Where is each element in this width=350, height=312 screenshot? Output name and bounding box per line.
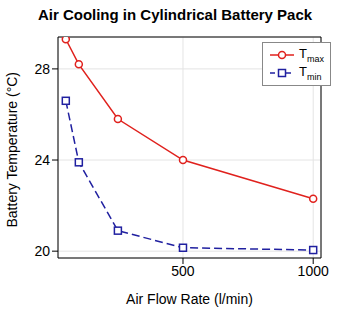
svg-text:Battery Temperature (°C): Battery Temperature (°C) — [8, 72, 20, 228]
html-text:Air Cooling in Cylindrical Bat: Air Cooling in Cylindrical Battery Pack — [37, 6, 313, 23]
html-text:Tmax: Tmax — [299, 46, 324, 64]
html-text:Tmin: Tmin — [299, 64, 322, 82]
svg-text:20: 20 — [34, 243, 50, 259]
svg-text:Air Flow Rate (l/min): Air Flow Rate (l/min) — [126, 291, 253, 307]
svg-text:1000: 1000 — [298, 263, 329, 279]
svg-text:24: 24 — [34, 152, 50, 168]
svg-text:500: 500 — [171, 263, 195, 279]
svg-text:28: 28 — [34, 61, 50, 77]
